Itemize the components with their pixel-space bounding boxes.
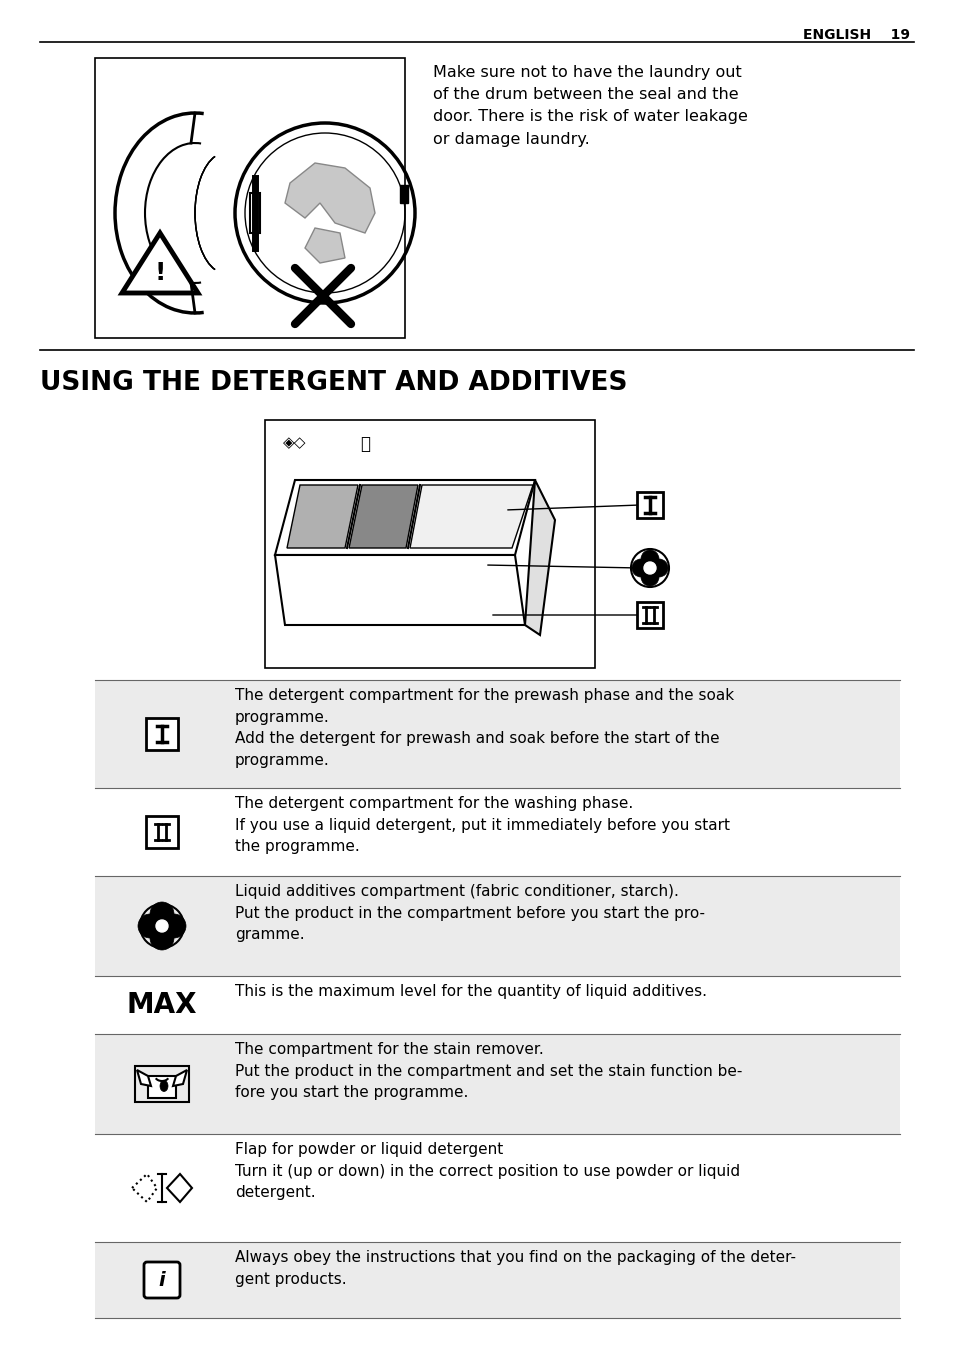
Bar [637, 602, 662, 627]
Bar [95, 58, 405, 338]
Bar [637, 492, 662, 518]
Text: This is the maximum level for the quantity of liquid additives.: This is the maximum level for the quanti… [234, 984, 706, 999]
Bar [95, 1034, 899, 1134]
Text: Make sure not to have the laundry out
of the drum between the seal and the
door.: Make sure not to have the laundry out of… [433, 65, 747, 146]
Bar [95, 976, 899, 1034]
Circle shape [640, 550, 659, 568]
Text: ◈◇: ◈◇ [283, 435, 306, 450]
Bar [95, 788, 899, 876]
Bar [95, 680, 899, 788]
Circle shape [156, 919, 168, 932]
Text: MAX: MAX [127, 991, 197, 1019]
Bar [95, 876, 899, 976]
Polygon shape [122, 233, 198, 293]
Bar [265, 420, 595, 668]
Text: Liquid additives compartment (fabric conditioner, starch).
Put the product in th: Liquid additives compartment (fabric con… [234, 884, 704, 942]
Circle shape [162, 914, 186, 938]
Text: i: i [158, 1271, 165, 1290]
Polygon shape [285, 164, 375, 233]
Polygon shape [274, 556, 524, 625]
Circle shape [150, 902, 173, 926]
Bar [135, 1065, 189, 1102]
Polygon shape [305, 228, 345, 264]
Circle shape [649, 558, 667, 577]
Text: The detergent compartment for the washing phase.
If you use a liquid detergent, : The detergent compartment for the washin… [234, 796, 729, 854]
Text: The compartment for the stain remover.
Put the product in the compartment and se: The compartment for the stain remover. P… [234, 1042, 741, 1101]
Bar [399, 185, 408, 203]
Circle shape [631, 558, 649, 577]
FancyBboxPatch shape [144, 1261, 180, 1298]
Text: ENGLISH    19: ENGLISH 19 [802, 28, 909, 42]
Circle shape [640, 568, 659, 585]
Text: !: ! [154, 261, 166, 285]
Polygon shape [349, 485, 417, 548]
Text: USING THE DETERGENT AND ADDITIVES: USING THE DETERGENT AND ADDITIVES [40, 370, 627, 396]
Text: The detergent compartment for the prewash phase and the soak
programme.
Add the : The detergent compartment for the prewas… [234, 688, 734, 768]
Circle shape [643, 562, 656, 575]
Circle shape [138, 914, 162, 938]
Polygon shape [137, 1069, 151, 1086]
Polygon shape [172, 1069, 187, 1086]
Ellipse shape [160, 1080, 168, 1091]
Text: Flap for powder or liquid detergent
Turn it (up or down) in the correct position: Flap for powder or liquid detergent Turn… [234, 1142, 740, 1201]
Text: Always obey the instructions that you find on the packaging of the deter-
gent p: Always obey the instructions that you fi… [234, 1251, 795, 1287]
Text: 🔧: 🔧 [359, 435, 370, 453]
Bar [146, 817, 178, 848]
Bar [148, 1076, 175, 1098]
Bar [146, 718, 178, 750]
Polygon shape [274, 480, 535, 556]
Circle shape [150, 926, 173, 950]
Bar [95, 1242, 899, 1318]
Bar [95, 1134, 899, 1242]
Bar [250, 193, 260, 233]
Polygon shape [524, 480, 555, 635]
Polygon shape [410, 485, 533, 548]
Polygon shape [287, 485, 357, 548]
